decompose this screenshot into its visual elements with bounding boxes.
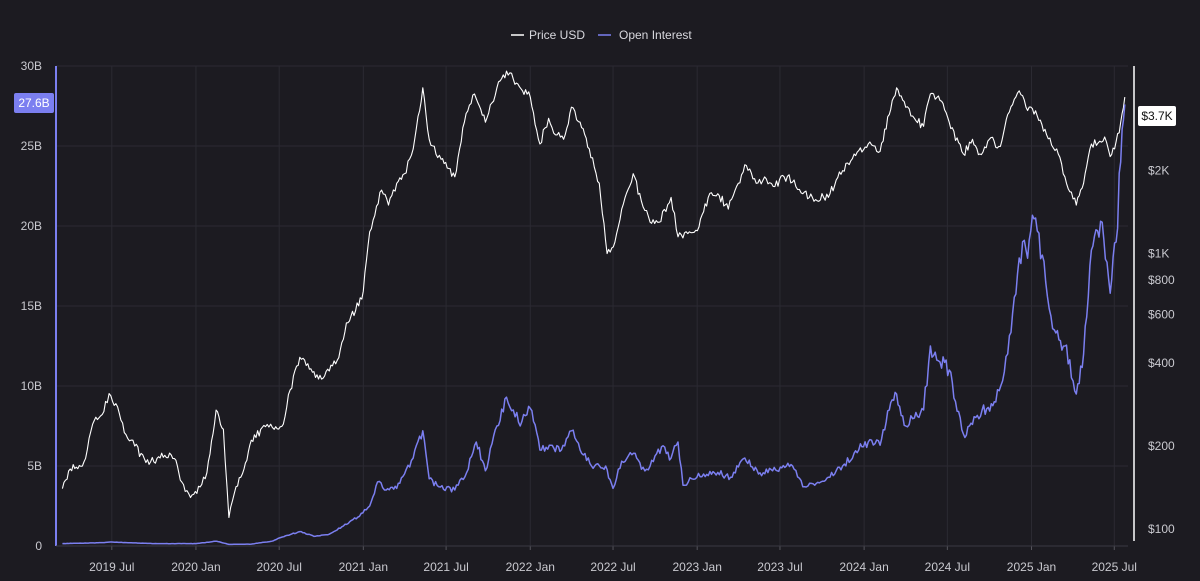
legend-label-price[interactable]: Price USD [529, 28, 585, 42]
left-current-value-label: 27.6B [18, 96, 49, 110]
price-usd-line [61, 70, 1126, 519]
y-right-tick-label: $600 [1148, 308, 1175, 322]
y-right-tick-label: $400 [1148, 356, 1175, 370]
axes: 0 5B 10B 15B 20B 25B 30B 2019 Jul 2020 Jan 2020 J… [21, 59, 1175, 574]
y-right-tick-label: $2K [1148, 164, 1169, 178]
x-tick-label: 2022 Jul [590, 560, 635, 574]
y-left-tick-label: 10B [21, 379, 42, 393]
y-left-tick-label: 25B [21, 139, 42, 153]
y-right-tick-label: $800 [1148, 273, 1175, 287]
legend-label-open-interest[interactable]: Open Interest [619, 28, 692, 42]
x-tick-label: 2021 Jul [423, 560, 468, 574]
y-left-tick-label: 20B [21, 219, 42, 233]
y-left-tick-label: 30B [21, 59, 42, 73]
x-tick-label: 2022 Jan [506, 560, 555, 574]
x-tick-label: 2023 Jan [672, 560, 721, 574]
y-right-tick-label: $1K [1148, 247, 1169, 261]
right-current-value-badge [1138, 106, 1176, 126]
x-tick-label: 2023 Jul [757, 560, 802, 574]
y-left-tick-label: 15B [21, 299, 42, 313]
y-left-tick-label: 0 [35, 539, 42, 553]
series-layer [61, 70, 1126, 546]
left-current-value-badge [14, 93, 54, 113]
legend[interactable]: Price USD Open Interest [511, 28, 692, 42]
x-tick-label: 2024 Jan [839, 560, 888, 574]
grid [56, 65, 1128, 547]
x-tick-label: 2025 Jul [1092, 560, 1137, 574]
right-current-value-label: $3.7K [1141, 109, 1172, 123]
x-tick-label: 2020 Jan [171, 560, 220, 574]
x-tick-label: 2019 Jul [89, 560, 134, 574]
open-interest-line [62, 104, 1126, 546]
x-tick-label: 2025 Jan [1007, 560, 1056, 574]
x-tick-label: 2021 Jan [339, 560, 388, 574]
y-left-tick-label: 5B [27, 459, 42, 473]
y-right-tick-label: $200 [1148, 439, 1175, 453]
x-tick-label: 2024 Jul [925, 560, 970, 574]
current-value-badges: 27.6B $3.7K [14, 93, 1176, 126]
x-tick-label: 2020 Jul [256, 560, 301, 574]
y-right-tick-label: $100 [1148, 522, 1175, 536]
